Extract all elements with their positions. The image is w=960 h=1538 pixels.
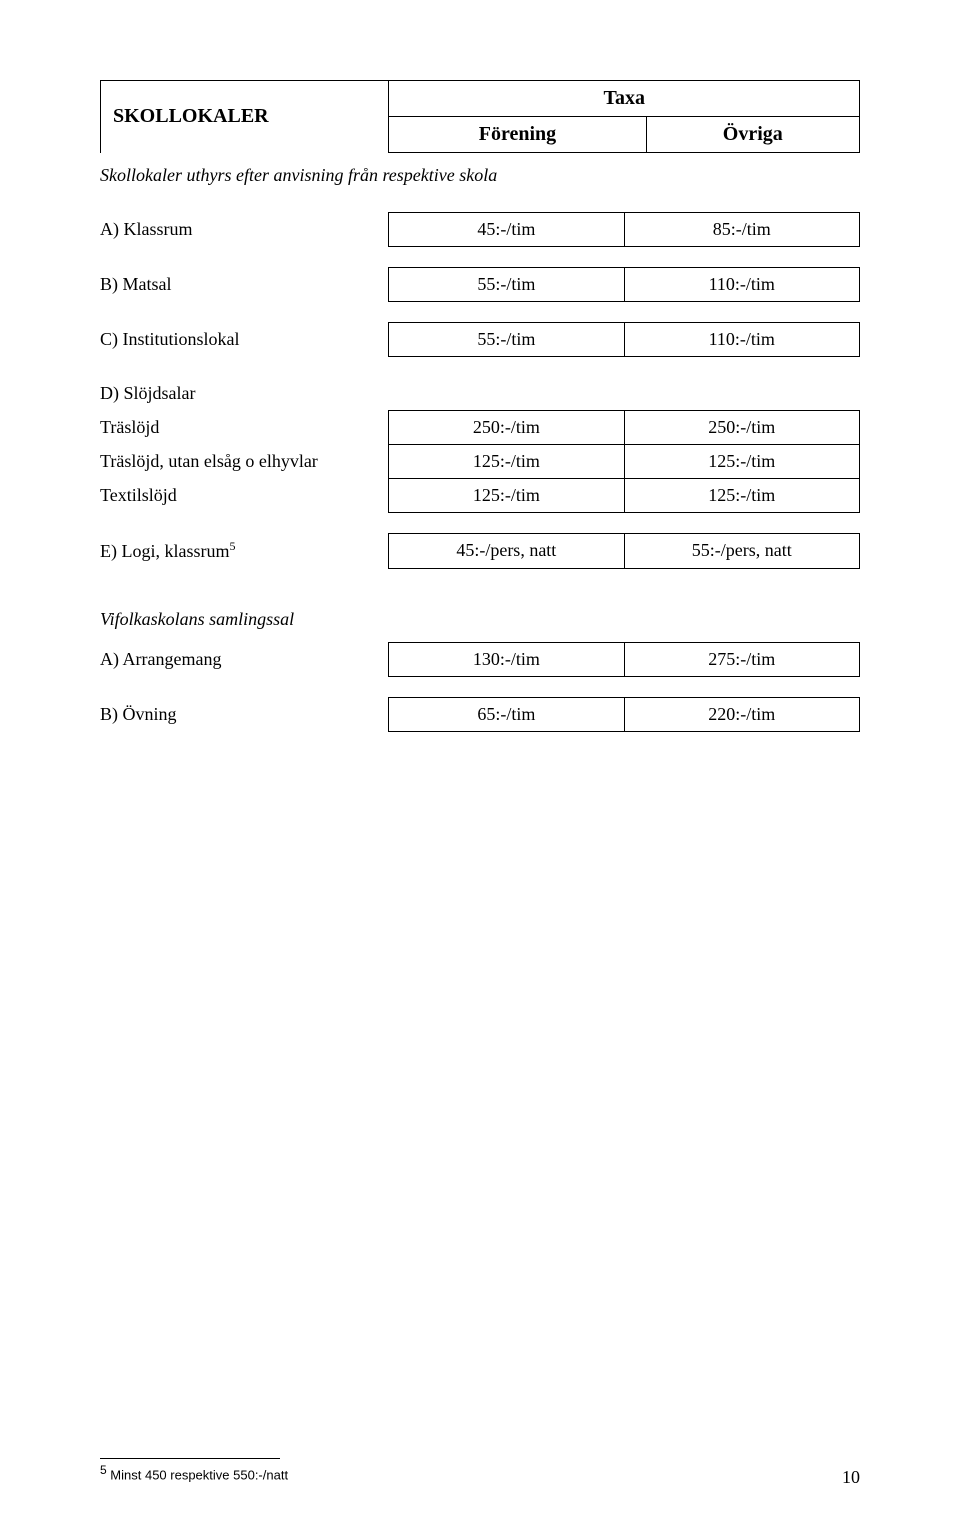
header-ovriga: Övriga (646, 117, 859, 153)
cell-traslojd2-1: 125:-/tim (389, 444, 624, 478)
footnote: 5 Minst 450 respektive 550:-/natt (100, 1463, 860, 1482)
cell-arr-2: 275:-/tim (624, 642, 859, 676)
cell-ovn-2: 220:-/tim (624, 697, 859, 731)
cell-klassrum-2: 85:-/tim (624, 213, 859, 247)
label-logi-text: E) Logi, klassrum (100, 541, 229, 561)
intro-row: Skollokaler uthyrs efter anvisning från … (100, 159, 860, 192)
label-logi-sup: 5 (229, 539, 235, 553)
label-textil: Textilslöjd (100, 478, 389, 512)
cell-logi-1: 45:-/pers, natt (389, 533, 624, 568)
cell-arr-1: 130:-/tim (389, 642, 624, 676)
label-klassrum: A) Klassrum (100, 213, 389, 247)
cell-inst-1: 55:-/tim (389, 323, 624, 357)
label-ovn: B) Övning (100, 697, 389, 731)
cell-textil-1: 125:-/tim (389, 478, 624, 512)
label-logi: E) Logi, klassrum5 (100, 533, 389, 568)
cell-klassrum-1: 45:-/tim (389, 213, 624, 247)
cell-matsal-1: 55:-/tim (389, 268, 624, 302)
cell-ovn-1: 65:-/tim (389, 697, 624, 731)
footnote-separator (100, 1458, 280, 1459)
label-arr: A) Arrangemang (100, 642, 389, 676)
footnote-num: 5 (100, 1463, 107, 1477)
row-arr: A) Arrangemang 130:-/tim 275:-/tim (100, 642, 860, 677)
cell-logi-2: 55:-/pers, natt (624, 533, 859, 568)
row-ovn: B) Övning 65:-/tim 220:-/tim (100, 697, 860, 732)
page-number: 10 (842, 1467, 860, 1488)
cell-traslojd-2: 250:-/tim (624, 410, 859, 444)
label-traslojd: Träslöjd (100, 410, 389, 444)
cell-traslojd-1: 250:-/tim (389, 410, 624, 444)
row-klassrum: A) Klassrum 45:-/tim 85:-/tim (100, 212, 860, 247)
row-matsal: B) Matsal 55:-/tim 110:-/tim (100, 267, 860, 302)
header-table: SKOLLOKALER Taxa Förening Övriga (100, 80, 860, 153)
cell-inst-2: 110:-/tim (624, 323, 859, 357)
label-vifolk-head: Vifolkaskolans samlingssal (100, 603, 860, 636)
cell-traslojd2-2: 125:-/tim (624, 444, 859, 478)
intro-text: Skollokaler uthyrs efter anvisning från … (100, 159, 860, 192)
header-taxa: Taxa (389, 81, 860, 117)
cell-matsal-2: 110:-/tim (624, 268, 859, 302)
label-slojd-head: D) Slöjdsalar (100, 377, 389, 410)
row-inst: C) Institutionslokal 55:-/tim 110:-/tim (100, 322, 860, 357)
row-logi: E) Logi, klassrum5 45:-/pers, natt 55:-/… (100, 533, 860, 569)
row-slojd: D) Slöjdsalar Träslöjd 250:-/tim 250:-/t… (100, 377, 860, 513)
header-forening: Förening (389, 117, 646, 153)
label-inst: C) Institutionslokal (100, 323, 389, 357)
label-traslojd2: Träslöjd, utan elsåg o elhyvlar (100, 444, 389, 478)
header-title: SKOLLOKALER (101, 81, 389, 153)
label-matsal: B) Matsal (100, 268, 389, 302)
footnote-text: Minst 450 respektive 550:-/natt (107, 1467, 288, 1482)
cell-textil-2: 125:-/tim (624, 478, 859, 512)
row-vifolk-head: Vifolkaskolans samlingssal (100, 603, 860, 636)
